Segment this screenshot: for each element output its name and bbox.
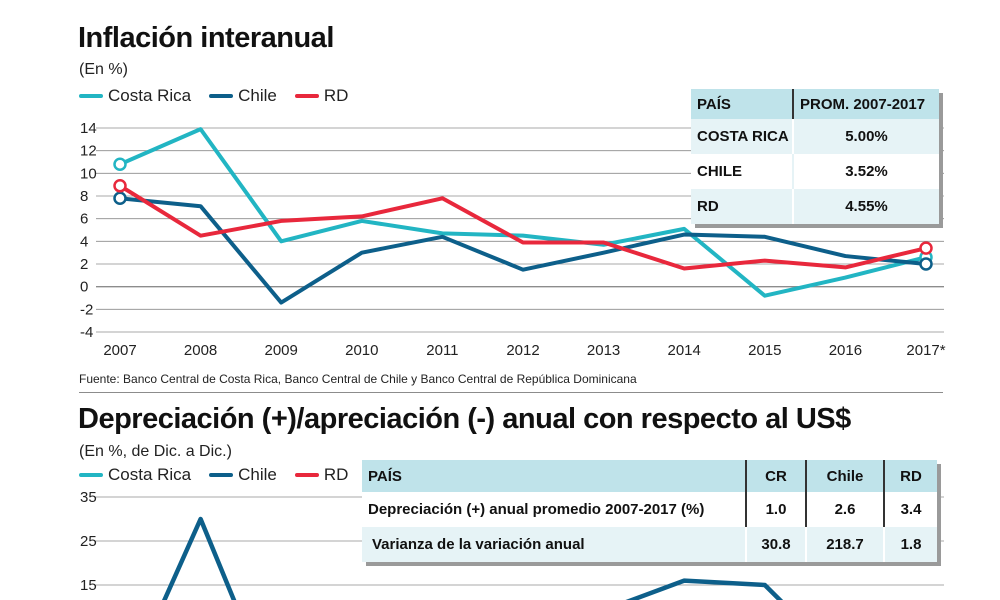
series-line-chile <box>118 196 928 305</box>
legend-costa-rica-swatch <box>79 94 103 98</box>
chart1-title: Inflación interanual <box>78 22 334 54</box>
y-tick-label: 12 <box>80 143 97 160</box>
table-header-rd: RD <box>885 460 937 492</box>
table-cell-cr: 30.8 <box>747 527 807 562</box>
x-tick-label: 2015 <box>748 342 781 359</box>
chart2-title: Depreciación (+)/apreciación (-) anual c… <box>78 403 851 435</box>
series-endpoint-marker <box>113 157 127 172</box>
y-tick-label: 10 <box>80 165 97 182</box>
legend-chile: Chile <box>209 465 277 485</box>
legend-chile-swatch <box>209 473 234 477</box>
series-line-costa-rica <box>118 127 928 298</box>
table-header-cr: CR <box>747 460 807 492</box>
chart1-source: Fuente: Banco Central de Costa Rica, Ban… <box>79 372 637 386</box>
x-tick-label: 2009 <box>265 342 298 359</box>
legend-costa-rica-label: Costa Rica <box>108 86 192 105</box>
series-line-chile <box>161 516 237 600</box>
legend-costa-rica-label: Costa Rica <box>108 465 192 484</box>
y-tick-label: 0 <box>80 279 88 296</box>
y-tick-label: 14 <box>80 120 97 137</box>
table-cell-chile: 218.7 <box>807 527 885 562</box>
chart1-subtitle: (En %) <box>79 61 128 78</box>
chart1-summary-table: PAÍS PROM. 2007-2017 COSTA RICA 5.00% CH… <box>691 89 939 224</box>
table-cell-label: Varianza de la variación anual <box>362 527 747 562</box>
legend-rd-swatch <box>294 473 319 477</box>
legend-costa-rica-swatch <box>79 473 103 477</box>
table-cell-value: 4.55% <box>794 189 939 224</box>
x-tick-label: 2014 <box>668 342 701 359</box>
y-tick-label: 6 <box>80 211 88 228</box>
legend-chile-label: Chile <box>238 86 277 105</box>
table-row: Varianza de la variación anual 30.8 218.… <box>362 527 937 562</box>
y-tick-label: 4 <box>80 233 88 250</box>
table-cell-country: CHILE <box>691 154 794 189</box>
table-header-row: PAÍS PROM. 2007-2017 <box>691 89 939 119</box>
legend-rd: RD <box>294 465 349 485</box>
table-cell-country: RD <box>691 189 794 224</box>
chart2-legend: Costa Rica Chile RD <box>79 465 366 485</box>
table-row: Depreciación (+) anual promedio 2007-201… <box>362 492 937 527</box>
x-tick-label: 2016 <box>829 342 862 359</box>
table-cell-value: 3.52% <box>794 154 939 189</box>
legend-rd-swatch <box>294 94 319 98</box>
series-line-rd <box>118 183 928 271</box>
y-tick-label: -2 <box>80 301 93 318</box>
legend-chile-label: Chile <box>238 465 277 484</box>
x-tick-label: 2010 <box>345 342 378 359</box>
table-cell-chile: 2.6 <box>807 492 885 527</box>
series-line-chile-segment <box>625 578 784 600</box>
series-endpoint-marker <box>113 191 127 206</box>
legend-costa-rica: Costa Rica <box>79 86 191 106</box>
table-cell-value: 5.00% <box>794 119 939 154</box>
table-row: RD 4.55% <box>691 189 939 224</box>
legend-chile: Chile <box>209 86 277 106</box>
table-header-chile: Chile <box>807 460 885 492</box>
legend-rd-label: RD <box>323 86 349 105</box>
y-tick-label: 25 <box>80 533 97 550</box>
y-tick-label: 2 <box>80 256 88 273</box>
legend-chile-swatch <box>209 94 234 98</box>
series-endpoint-marker <box>113 179 127 193</box>
y-tick-label: 35 <box>80 489 97 506</box>
table-header-pais: PAÍS <box>362 460 747 492</box>
legend-rd: RD <box>294 86 349 106</box>
table-row: CHILE 3.52% <box>691 154 939 189</box>
series-endpoint-marker <box>919 241 933 255</box>
chart1-legend: Costa Rica Chile RD <box>79 86 366 106</box>
table-header-prom: PROM. 2007-2017 <box>794 89 939 119</box>
legend-costa-rica: Costa Rica <box>79 465 191 485</box>
table-header-pais: PAÍS <box>691 89 794 119</box>
chart2-summary-table: PAÍS CR Chile RD Depreciación (+) anual … <box>362 460 937 562</box>
y-tick-label: -4 <box>80 324 93 341</box>
chart2-subtitle: (En %, de Dic. a Dic.) <box>79 443 232 460</box>
legend-rd-label: RD <box>323 465 349 484</box>
table-cell-country: COSTA RICA <box>691 119 794 154</box>
y-tick-label: 8 <box>80 188 88 205</box>
table-row: COSTA RICA 5.00% <box>691 119 939 154</box>
table-header-row: PAÍS CR Chile RD <box>362 460 937 492</box>
x-tick-label: 2008 <box>184 342 217 359</box>
x-tick-label: 2013 <box>587 342 620 359</box>
series-endpoint-marker <box>919 257 933 271</box>
x-tick-label: 2007 <box>103 342 136 359</box>
table-cell-rd: 1.8 <box>885 527 937 562</box>
chart1-plot: 14 12 10 8 6 4 2 0 -2 -4 2007 2008 2009 2010 2011 2012 2… <box>80 120 946 359</box>
table-cell-rd: 3.4 <box>885 492 937 527</box>
x-tick-label: 2017* <box>906 342 945 359</box>
section-divider <box>79 392 943 393</box>
table-cell-cr: 1.0 <box>747 492 807 527</box>
x-tick-label: 2011 <box>426 342 458 359</box>
table-cell-label: Depreciación (+) anual promedio 2007-201… <box>362 492 747 527</box>
x-tick-label: 2012 <box>506 342 539 359</box>
y-tick-label: 15 <box>80 577 97 594</box>
